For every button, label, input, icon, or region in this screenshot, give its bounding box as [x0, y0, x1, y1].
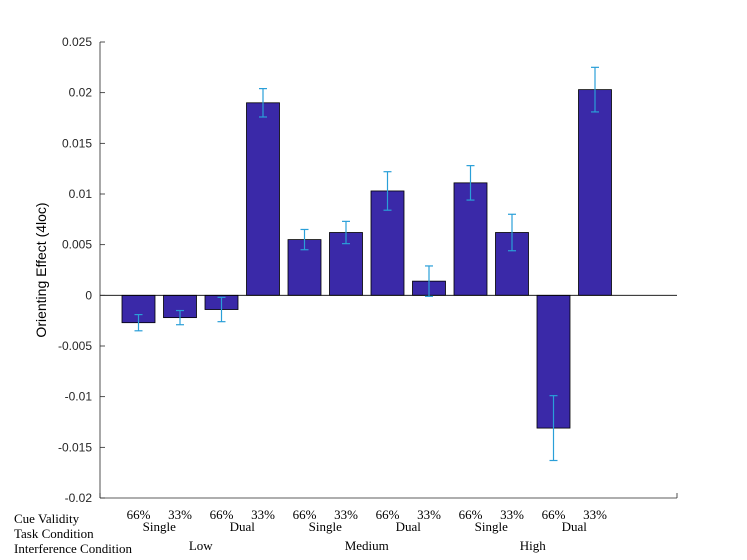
cue-validity-label: 66%: [210, 507, 234, 522]
error-bar-11: [549, 395, 558, 462]
error-bar-9: [466, 165, 475, 201]
error-bar-6: [342, 220, 350, 245]
error-bar-12: [591, 66, 599, 113]
y-tick-label: -0.015: [58, 440, 92, 454]
row-label: Task Condition: [14, 526, 94, 541]
error-bar-2: [176, 309, 184, 326]
bar-4: [246, 102, 280, 296]
error-bars-group: [134, 66, 599, 462]
error-bar-4: [259, 88, 267, 118]
cue-validity-label: 66%: [459, 507, 483, 522]
y-tick-label: 0.02: [69, 86, 93, 100]
cue-validity-label: 33%: [583, 507, 607, 522]
cue-validity-label: 66%: [127, 507, 151, 522]
task-condition-label: Single: [475, 519, 508, 534]
bars-group: [121, 89, 612, 429]
y-ticks-group: 0.025 0.02 0.015 0.01 0.005 0 -0.005 -0.01 -0.01…: [58, 35, 105, 505]
error-bar-3: [217, 296, 226, 323]
error-bar-1: [134, 313, 143, 332]
cue-validity-label: 66%: [542, 507, 566, 522]
cue-validity-label: 66%: [376, 507, 400, 522]
task-condition-label: Single: [309, 519, 342, 534]
error-bar-10: [508, 213, 516, 252]
cue-validity-label: 33%: [334, 507, 358, 522]
y-axis-label: Orienting Effect (4loc): [33, 202, 49, 337]
row-label: Interference Condition: [14, 541, 133, 556]
error-bar-8: [425, 265, 433, 297]
row-label: Cue Validity: [14, 511, 80, 526]
task-condition-label: Single: [143, 519, 176, 534]
interference-condition-label: Low: [189, 538, 213, 553]
cue-validity-label: 66%: [293, 507, 317, 522]
y-tick-label: 0: [85, 288, 92, 302]
interference-condition-label: High: [520, 538, 547, 553]
y-tick-label: 0.005: [62, 238, 92, 252]
task-condition-label: Dual: [230, 519, 256, 534]
y-tick-label: -0.01: [65, 390, 93, 404]
y-tick-label: 0.015: [62, 136, 92, 150]
axes-group: [99, 42, 678, 499]
task-condition-label: Dual: [396, 519, 422, 534]
interference-condition-label: Medium: [345, 538, 389, 553]
error-bar-5: [300, 228, 309, 251]
cue-validity-label: 33%: [251, 507, 275, 522]
y-tick-label: -0.005: [58, 339, 92, 353]
task-condition-label: Dual: [562, 519, 588, 534]
cue-validity-label: 33%: [168, 507, 192, 522]
y-tick-label: 0.01: [69, 187, 93, 201]
y-tick-label: 0.025: [62, 35, 92, 49]
error-bar-7: [383, 171, 392, 211]
cue-validity-label: 33%: [417, 507, 441, 522]
bar-12: [578, 89, 612, 296]
y-tick-label: -0.02: [65, 491, 93, 505]
cue-validity-label: 33%: [500, 507, 524, 522]
